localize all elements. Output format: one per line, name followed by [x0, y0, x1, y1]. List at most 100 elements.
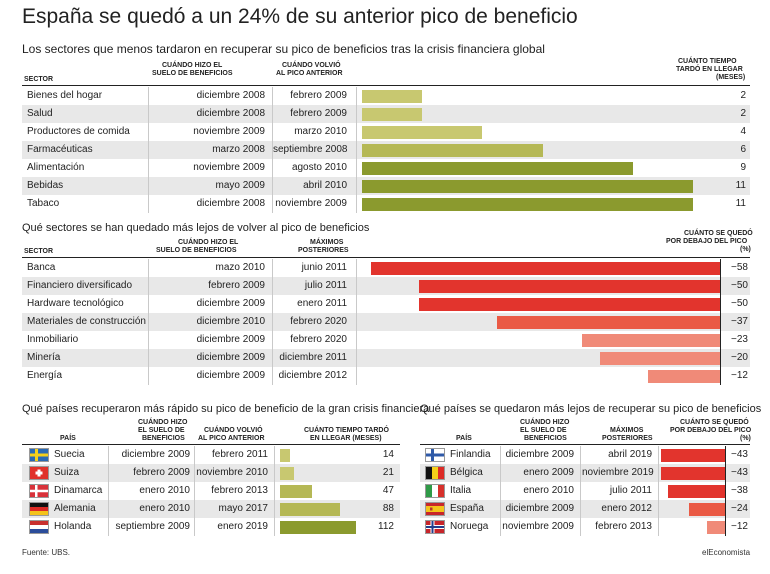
- sector-name: Financiero diversificado: [27, 280, 133, 291]
- suelo-date: enero 2010: [139, 503, 190, 514]
- column-divider: [272, 123, 273, 141]
- zero-axis: [725, 518, 726, 536]
- suelo-date: diciembre 2008: [196, 90, 265, 101]
- column-divider: [148, 195, 149, 213]
- column-divider: [658, 464, 659, 482]
- months-value: 2: [740, 90, 746, 101]
- t3-header-volvio-2: AL PICO ANTERIOR: [198, 435, 265, 442]
- column-divider: [148, 295, 149, 313]
- column-divider: [148, 141, 149, 159]
- volvio-date: noviembre 2010: [196, 467, 268, 478]
- column-divider: [272, 313, 273, 331]
- months-value: 4: [740, 126, 746, 137]
- column-divider: [148, 87, 149, 105]
- column-divider: [356, 349, 357, 367]
- country-name: Suiza: [54, 467, 80, 478]
- table-row: Alemania enero 2010 mayo 2017 88: [22, 500, 400, 518]
- maximo-date: enero 2011: [297, 298, 347, 309]
- zero-axis: [725, 464, 726, 482]
- suelo-date: mayo 2009: [215, 180, 265, 191]
- table-row: España diciembre 2009 enero 2012 −24: [420, 500, 750, 518]
- t2-header-quedo-3: (%): [740, 246, 751, 253]
- source-note: Fuente: UBS.: [22, 548, 71, 557]
- suelo-date: diciembre 2008: [196, 198, 265, 209]
- table-row: Alimentación noviembre 2009 agosto 2010 9: [22, 159, 750, 177]
- months-value: 9: [740, 162, 746, 173]
- t3-header-suelo-1: CUÁNDO HIZO: [138, 419, 188, 426]
- column-divider: [356, 259, 357, 277]
- column-divider: [356, 105, 357, 123]
- zero-axis: [720, 259, 721, 277]
- t1-header-volvio-2: AL PICO ANTERIOR: [276, 70, 343, 77]
- months-value: 6: [740, 144, 746, 155]
- maximo-date: febrero 2020: [290, 316, 347, 327]
- table-row: Italia enero 2010 julio 2011 −38: [420, 482, 750, 500]
- table-row: Suecia diciembre 2009 febrero 2011 14: [22, 446, 400, 464]
- volvio-date: mayo 2017: [218, 503, 268, 514]
- column-divider: [272, 177, 273, 195]
- column-divider: [356, 177, 357, 195]
- table-row: Bienes del hogar diciembre 2008 febrero 20…: [22, 87, 750, 105]
- t1-header-suelo-1: CUÁNDO HIZO EL: [162, 62, 223, 69]
- t4-header-rule: [420, 444, 750, 445]
- bar-pct: [419, 280, 720, 293]
- pct-value: −50: [731, 280, 748, 291]
- sector-name: Minería: [27, 352, 61, 363]
- maximo-date: abril 2019: [608, 449, 652, 460]
- months-value: 47: [382, 485, 394, 496]
- t1-header-tiempo-3: (MESES): [716, 74, 746, 81]
- table2-heading: Qué sectores se han quedado más lejos de…: [22, 222, 370, 234]
- sweden-flag: [29, 448, 49, 462]
- suelo-date: noviembre 2009: [502, 521, 574, 532]
- column-divider: [272, 295, 273, 313]
- column-divider: [356, 141, 357, 159]
- column-divider: [274, 464, 275, 482]
- table-row: Energía diciembre 2009 diciembre 2012 −12: [22, 367, 750, 385]
- volvio-date: febrero 2011: [212, 449, 268, 460]
- suelo-date: mazo 2010: [215, 262, 265, 273]
- column-divider: [148, 159, 149, 177]
- table-row: Materiales de construcción diciembre 2010…: [22, 313, 750, 331]
- bar-pct: [661, 449, 725, 462]
- column-divider: [580, 464, 581, 482]
- sector-name: Tabaco: [27, 198, 60, 209]
- volvio-date: septiembre 2008: [273, 144, 348, 155]
- column-divider: [580, 500, 581, 518]
- country-name: Dinamarca: [54, 485, 103, 496]
- suelo-date: diciembre 2009: [196, 370, 265, 381]
- t3-header-tiempo-1: CUÁNTO TIEMPO TARDÓ: [304, 427, 389, 434]
- t2-header-max-2: POSTERIORES: [298, 247, 349, 254]
- t1-header-tiempo-2: TARDÓ EN LLEGAR: [676, 66, 743, 73]
- table-row: Tabaco diciembre 2008 noviembre 2009 11: [22, 195, 750, 213]
- pct-value: −50: [731, 298, 748, 309]
- column-divider: [274, 518, 275, 536]
- t4-header-quedo-1: CUÁNTO SE QUEDÓ: [680, 419, 749, 426]
- t1-header-sector: SECTOR: [24, 76, 54, 83]
- suelo-date: enero 2010: [139, 485, 190, 496]
- column-divider: [148, 123, 149, 141]
- spain-flag: [425, 502, 445, 516]
- bar-pct: [668, 485, 725, 498]
- bar-months: [362, 180, 693, 193]
- sector-name: Energía: [27, 370, 63, 381]
- sector-name: Inmobiliario: [27, 334, 79, 345]
- t2-header-sector: SECTOR: [24, 248, 54, 255]
- table-row: Dinamarca enero 2010 febrero 2013 47: [22, 482, 400, 500]
- suelo-date: enero 2010: [523, 485, 574, 496]
- column-divider: [108, 446, 109, 464]
- column-divider: [658, 482, 659, 500]
- t3-header-tiempo-2: EN LLEGAR (MESES): [310, 435, 382, 442]
- t3-header-volvio-1: CUÁNDO VOLVIÓ: [204, 427, 263, 434]
- column-divider: [500, 500, 501, 518]
- zero-axis: [720, 295, 721, 313]
- sector-name: Alimentación: [27, 162, 85, 173]
- column-divider: [356, 159, 357, 177]
- bar-pct: [689, 503, 725, 516]
- bar-months: [362, 162, 633, 175]
- sector-name: Bienes del hogar: [27, 90, 103, 101]
- suelo-date: diciembre 2009: [196, 298, 265, 309]
- bar-pct: [581, 334, 720, 347]
- suelo-date: diciembre 2009: [121, 449, 190, 460]
- brand-logo: elEconomista: [702, 548, 751, 557]
- column-divider: [194, 464, 195, 482]
